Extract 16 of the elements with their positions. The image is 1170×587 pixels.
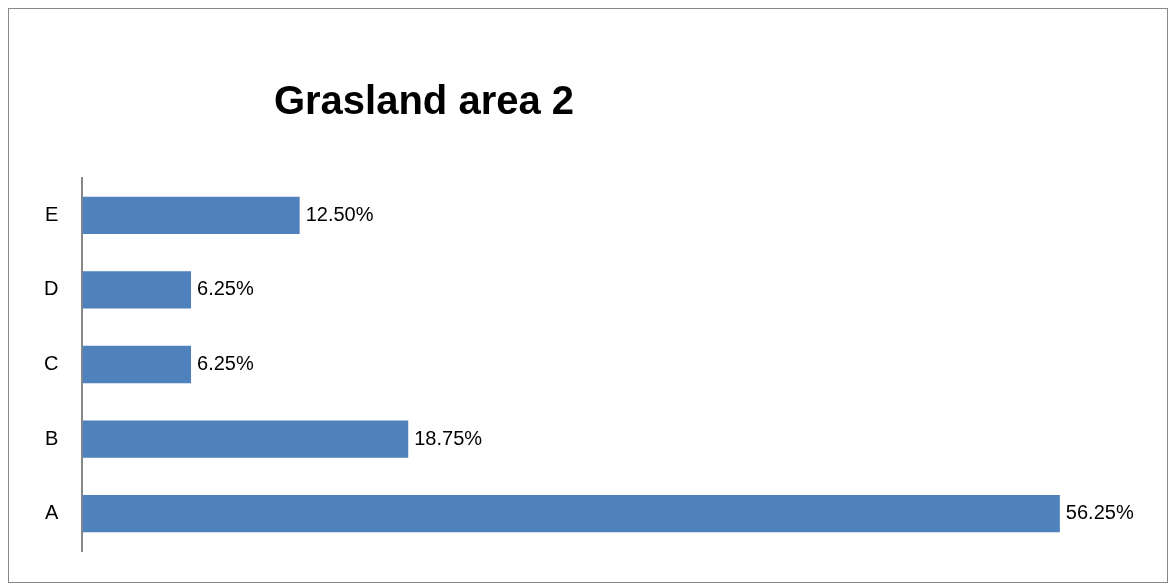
data-label: 6.25%	[197, 277, 254, 300]
bar	[82, 271, 192, 309]
bar	[82, 345, 192, 384]
data-label: 18.75%	[414, 426, 483, 449]
y-tick-label: B	[45, 426, 59, 449]
chart-title: Grasland area 2	[272, 78, 576, 123]
data-label: 56.25%	[1065, 501, 1134, 524]
y-tick-label: A	[45, 501, 60, 524]
data-label: 6.25%	[197, 352, 254, 375]
data-label: 12.50%	[305, 202, 374, 225]
bar	[82, 196, 300, 234]
y-tick-label: C	[43, 352, 59, 375]
y-tick-label: E	[45, 202, 59, 225]
bar	[82, 495, 1060, 533]
y-tick-label: D	[43, 277, 59, 300]
bar	[82, 420, 409, 458]
